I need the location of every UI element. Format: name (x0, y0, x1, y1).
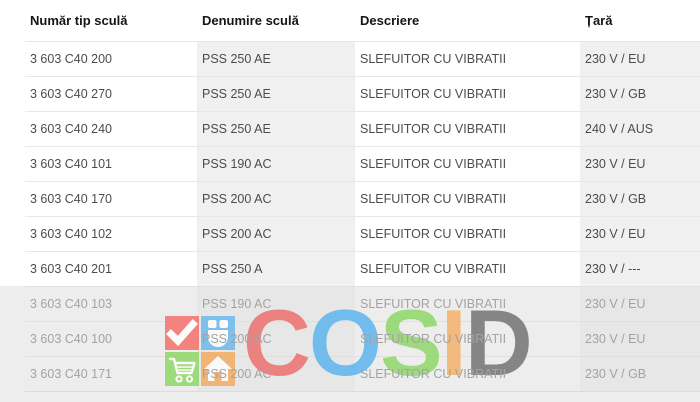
cell-country-text: 230 V / GB (585, 367, 647, 381)
column-header-country: Țară (580, 0, 700, 42)
cell-tool-number-text: 3 603 C40 102 (30, 227, 113, 241)
cell-tool-number: 3 603 C40 240 (25, 111, 197, 147)
cell-description: SLEFUITOR CU VIBRATII (355, 181, 580, 217)
cell-tool-number-text: 3 603 C40 201 (30, 262, 113, 276)
cell-description-text: SLEFUITOR CU VIBRATII (360, 332, 507, 346)
cell-tool-number: 3 603 C40 270 (25, 76, 197, 112)
cell-tool-name: PSS 250 AE (197, 111, 355, 147)
cell-country: 230 V / GB (580, 356, 700, 392)
cell-tool-name: PSS 190 AC (197, 146, 355, 182)
table-row: 3 603 C40 171 PSS 200 AC SLEFUITOR CU VIBR… (25, 356, 700, 392)
table-row: 3 603 C40 240 PSS 250 AE SLEFUITOR CU VIBR… (25, 111, 700, 147)
cell-tool-name: PSS 200 AC (197, 356, 355, 392)
cell-tool-number-text: 3 603 C40 240 (30, 122, 113, 136)
table-row: 3 603 C40 200 PSS 250 AE SLEFUITOR CU VIBR… (25, 41, 700, 77)
cell-description: SLEFUITOR CU VIBRATII (355, 146, 580, 182)
cell-country: 230 V / GB (580, 76, 700, 112)
cell-tool-name-text: PSS 190 AC (202, 157, 272, 171)
cell-country-text: 230 V / --- (585, 262, 641, 276)
cell-description-text: SLEFUITOR CU VIBRATII (360, 297, 507, 311)
cell-description-text: SLEFUITOR CU VIBRATII (360, 87, 507, 101)
cell-country-text: 230 V / EU (585, 297, 646, 311)
cell-tool-number: 3 603 C40 171 (25, 356, 197, 392)
cell-tool-number-text: 3 603 C40 100 (30, 332, 113, 346)
table-row: 3 603 C40 201 PSS 250 A SLEFUITOR CU VIBRA… (25, 251, 700, 287)
cell-country: 230 V / GB (580, 181, 700, 217)
table-row: 3 603 C40 102 PSS 200 AC SLEFUITOR CU VIBR… (25, 216, 700, 252)
cell-description-text: SLEFUITOR CU VIBRATII (360, 122, 507, 136)
table-row: 3 603 C40 101 PSS 190 AC SLEFUITOR CU VIBR… (25, 146, 700, 182)
cell-tool-number-text: 3 603 C40 170 (30, 192, 113, 206)
cell-tool-name: PSS 200 AC (197, 216, 355, 252)
cell-tool-number: 3 603 C40 201 (25, 251, 197, 287)
table-header-row: Număr tip sculă Denumire sculă Descriere… (25, 0, 700, 42)
table-row: 3 603 C40 100 PSS 200 AC SLEFUITOR CU VIBR… (25, 321, 700, 357)
cell-tool-name-text: PSS 200 AC (202, 367, 272, 381)
column-header-tool-name: Denumire sculă (197, 0, 355, 42)
cell-country-text: 230 V / GB (585, 192, 647, 206)
cell-tool-number-text: 3 603 C40 200 (30, 52, 113, 66)
cell-country-text: 230 V / GB (585, 87, 647, 101)
cell-country: 230 V / EU (580, 41, 700, 77)
table-row: 3 603 C40 103 PSS 190 AC SLEFUITOR CU VIBR… (25, 286, 700, 322)
table-row: 3 603 C40 270 PSS 250 AE SLEFUITOR CU VIBR… (25, 76, 700, 112)
cell-tool-number: 3 603 C40 101 (25, 146, 197, 182)
cell-tool-number: 3 603 C40 103 (25, 286, 197, 322)
cell-tool-name-text: PSS 190 AC (202, 297, 272, 311)
cell-tool-number-text: 3 603 C40 171 (30, 367, 113, 381)
cell-description: SLEFUITOR CU VIBRATII (355, 216, 580, 252)
cell-tool-name-text: PSS 200 AC (202, 192, 272, 206)
cell-description-text: SLEFUITOR CU VIBRATII (360, 227, 507, 241)
cell-tool-name: PSS 190 AC (197, 286, 355, 322)
cell-description-text: SLEFUITOR CU VIBRATII (360, 262, 507, 276)
cell-description: SLEFUITOR CU VIBRATII (355, 356, 580, 392)
cell-description: SLEFUITOR CU VIBRATII (355, 251, 580, 287)
cell-tool-name-text: PSS 250 A (202, 262, 263, 276)
cell-country-text: 240 V / AUS (585, 122, 654, 136)
cell-tool-number: 3 603 C40 102 (25, 216, 197, 252)
cell-description-text: SLEFUITOR CU VIBRATII (360, 52, 507, 66)
cell-tool-name-text: PSS 200 AC (202, 227, 272, 241)
cell-tool-number: 3 603 C40 100 (25, 321, 197, 357)
cell-country: 240 V / AUS (580, 111, 700, 147)
cell-tool-number: 3 603 C40 200 (25, 41, 197, 77)
column-header-tool-number: Număr tip sculă (25, 0, 197, 42)
cell-country: 230 V / EU (580, 286, 700, 322)
cell-tool-number-text: 3 603 C40 101 (30, 157, 113, 171)
cell-country: 230 V / EU (580, 216, 700, 252)
cell-country-text: 230 V / EU (585, 157, 646, 171)
cell-country: 230 V / --- (580, 251, 700, 287)
cell-tool-name-text: PSS 200 AC (202, 332, 272, 346)
cell-description: SLEFUITOR CU VIBRATII (355, 41, 580, 77)
cell-country-text: 230 V / EU (585, 332, 646, 346)
cell-country-text: 230 V / EU (585, 52, 646, 66)
cell-description: SLEFUITOR CU VIBRATII (355, 76, 580, 112)
cell-tool-name: PSS 250 AE (197, 41, 355, 77)
cell-country-text: 230 V / EU (585, 227, 646, 241)
cell-tool-name-text: PSS 250 AE (202, 87, 271, 101)
cell-description: SLEFUITOR CU VIBRATII (355, 321, 580, 357)
cell-country: 230 V / EU (580, 321, 700, 357)
cell-tool-name-text: PSS 250 AE (202, 52, 271, 66)
cell-tool-name: PSS 200 AC (197, 181, 355, 217)
cell-tool-name: PSS 250 AE (197, 76, 355, 112)
column-header-description: Descriere (355, 0, 580, 42)
cell-tool-name: PSS 250 A (197, 251, 355, 287)
cell-description-text: SLEFUITOR CU VIBRATII (360, 157, 507, 171)
cell-tool-name-text: PSS 250 AE (202, 122, 271, 136)
cell-tool-number-text: 3 603 C40 103 (30, 297, 113, 311)
cell-description-text: SLEFUITOR CU VIBRATII (360, 367, 507, 381)
cell-tool-number: 3 603 C40 170 (25, 181, 197, 217)
cell-description-text: SLEFUITOR CU VIBRATII (360, 192, 507, 206)
cell-country: 230 V / EU (580, 146, 700, 182)
cell-tool-name: PSS 200 AC (197, 321, 355, 357)
cell-tool-number-text: 3 603 C40 270 (30, 87, 113, 101)
cell-description: SLEFUITOR CU VIBRATII (355, 286, 580, 322)
parts-table: Număr tip sculă Denumire sculă Descriere… (25, 0, 700, 392)
cell-description: SLEFUITOR CU VIBRATII (355, 111, 580, 147)
table-row: 3 603 C40 170 PSS 200 AC SLEFUITOR CU VIBR… (25, 181, 700, 217)
